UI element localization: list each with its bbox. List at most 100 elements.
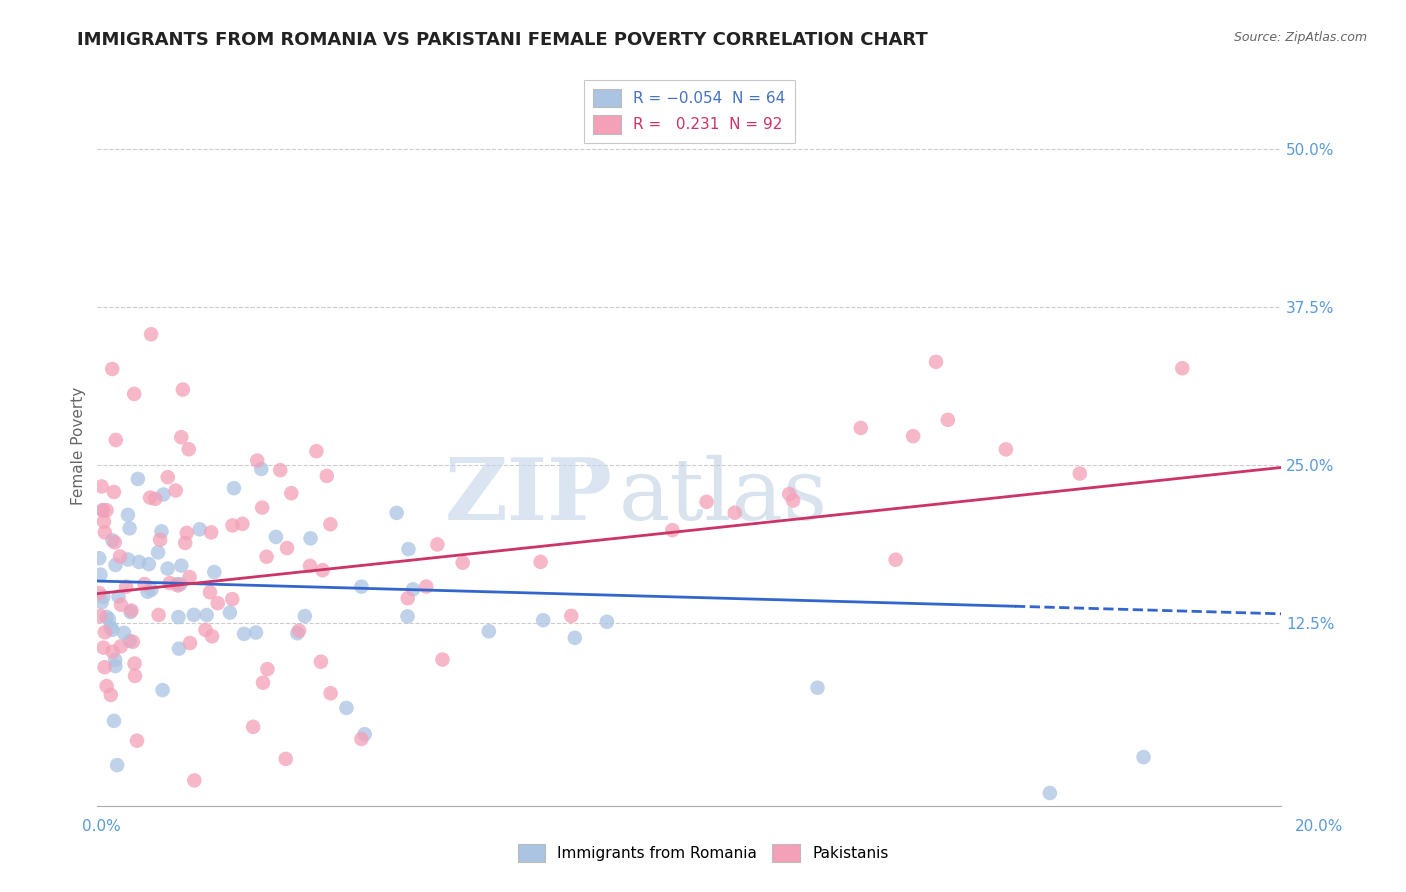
Point: [87, 586, 110, 600]
Text: 20.0%: 20.0%: [1295, 820, 1343, 834]
Point: [117, 508, 139, 522]
Point: [252, 675, 274, 690]
Point: [122, 387, 145, 401]
Text: ZIP: ZIP: [444, 454, 613, 539]
Point: [194, 623, 217, 637]
Point: [884, 552, 907, 566]
Point: [170, 558, 193, 573]
Point: [94, 525, 117, 540]
Point: [560, 608, 582, 623]
Text: 0.0%: 0.0%: [82, 820, 121, 834]
Text: atlas: atlas: [619, 455, 828, 538]
Point: [165, 483, 187, 498]
Point: [398, 542, 420, 557]
Point: [901, 429, 924, 443]
Point: [115, 580, 138, 594]
Point: [117, 552, 139, 566]
Point: [167, 610, 190, 624]
Point: [112, 625, 135, 640]
Point: [298, 558, 321, 573]
Point: [925, 355, 948, 369]
Point: [159, 576, 181, 591]
Point: [134, 577, 156, 591]
Point: [305, 444, 328, 458]
Point: [120, 605, 142, 619]
Point: [529, 555, 551, 569]
Point: [724, 506, 747, 520]
Point: [385, 506, 408, 520]
Point: [207, 596, 229, 610]
Point: [276, 541, 298, 555]
Point: [127, 472, 149, 486]
Point: [782, 493, 804, 508]
Point: [89, 551, 111, 566]
Point: [335, 701, 357, 715]
Point: [350, 580, 373, 594]
Point: [269, 463, 291, 477]
Point: [100, 688, 122, 702]
Point: [222, 481, 245, 495]
Point: [138, 557, 160, 571]
Point: [661, 523, 683, 537]
Point: [167, 641, 190, 656]
Point: [128, 555, 150, 569]
Text: Source: ZipAtlas.com: Source: ZipAtlas.com: [1233, 31, 1367, 45]
Point: [299, 532, 322, 546]
Point: [198, 585, 221, 599]
Text: IMMIGRANTS FROM ROMANIA VS PAKISTANI FEMALE POVERTY CORRELATION CHART: IMMIGRANTS FROM ROMANIA VS PAKISTANI FEM…: [77, 31, 928, 49]
Point: [91, 503, 114, 517]
Point: [319, 517, 342, 532]
Point: [451, 556, 474, 570]
Point: [141, 582, 163, 597]
Point: [294, 609, 316, 624]
Point: [103, 485, 125, 500]
Point: [245, 625, 267, 640]
Point: [564, 631, 586, 645]
Point: [242, 720, 264, 734]
Point: [124, 669, 146, 683]
Point: [218, 606, 240, 620]
Point: [170, 430, 193, 444]
Point: [285, 626, 308, 640]
Point: [264, 530, 287, 544]
Point: [402, 582, 425, 597]
Y-axis label: Female Poverty: Female Poverty: [72, 387, 86, 505]
Point: [118, 633, 141, 648]
Point: [280, 486, 302, 500]
Point: [179, 636, 201, 650]
Point: [118, 521, 141, 535]
Point: [108, 549, 131, 564]
Point: [139, 491, 162, 505]
Point: [176, 525, 198, 540]
Point: [195, 608, 218, 623]
Point: [89, 567, 111, 582]
Point: [148, 607, 170, 622]
Point: [315, 469, 337, 483]
Point: [353, 727, 375, 741]
Point: [396, 609, 419, 624]
Point: [179, 570, 201, 584]
Point: [101, 623, 124, 637]
Point: [202, 565, 225, 579]
Point: [143, 491, 166, 506]
Point: [256, 662, 278, 676]
Point: [188, 522, 211, 536]
Point: [806, 681, 828, 695]
Point: [177, 442, 200, 457]
Point: [169, 577, 191, 591]
Point: [104, 659, 127, 673]
Point: [221, 592, 243, 607]
Point: [531, 613, 554, 627]
Point: [96, 503, 118, 517]
Point: [174, 536, 197, 550]
Point: [350, 731, 373, 746]
Point: [101, 362, 124, 376]
Point: [849, 421, 872, 435]
Point: [96, 610, 118, 624]
Point: [93, 660, 115, 674]
Point: [107, 590, 129, 604]
Point: [1132, 750, 1154, 764]
Point: [149, 533, 172, 547]
Point: [90, 479, 112, 493]
Point: [93, 640, 115, 655]
